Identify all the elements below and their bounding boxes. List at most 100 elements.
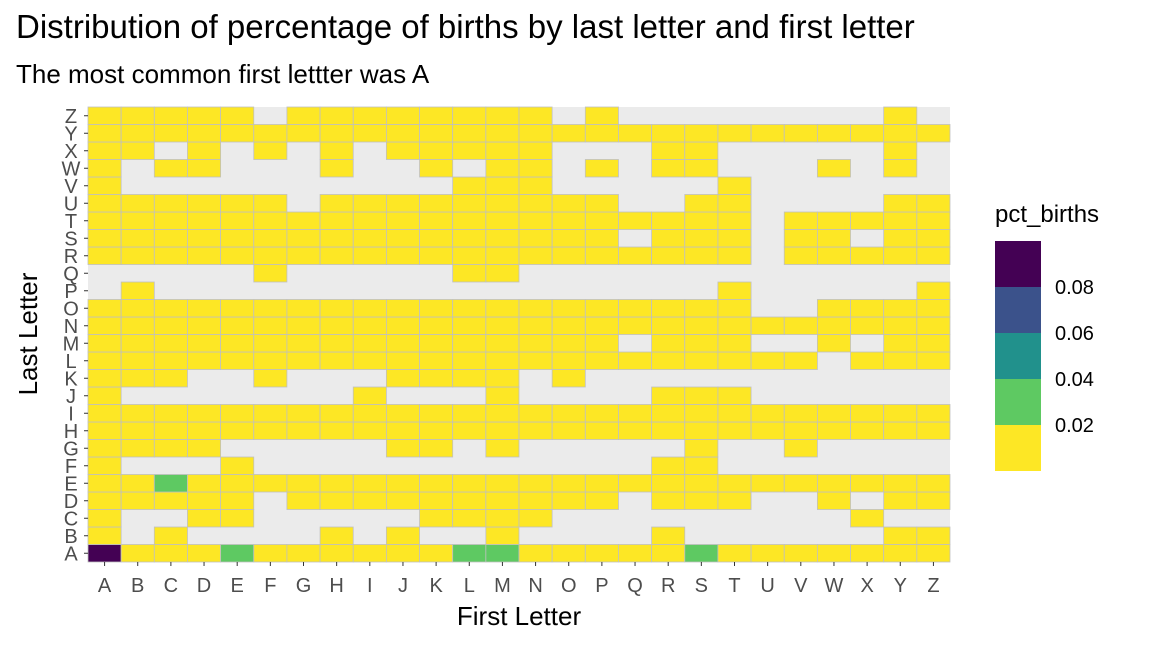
legend-label: 0.04 <box>1055 369 1094 391</box>
heatmap-cell-g-y <box>286 124 321 143</box>
heatmap-cell-c-k <box>153 369 188 388</box>
heatmap-cell-p-w <box>584 159 619 178</box>
y-tick-label: F <box>65 456 77 478</box>
heatmap-cell-e-l <box>220 351 255 370</box>
heatmap-cell-o-y <box>551 124 586 143</box>
legend-label: 0.06 <box>1055 323 1094 345</box>
x-tick-label: L <box>464 575 475 597</box>
heatmap-cell-d-l <box>187 351 222 370</box>
heatmap-cell-k-m <box>419 334 454 353</box>
heatmap-cell-z-t <box>916 211 951 230</box>
heatmap-cell-r-e <box>651 474 686 493</box>
heatmap-cell-z-i <box>916 404 951 423</box>
heatmap-cell-v-y <box>783 124 818 143</box>
heatmap-cell-n-y <box>518 124 553 143</box>
heatmap-cell-z-d <box>916 491 951 510</box>
heatmap-cell-b-d <box>120 491 155 510</box>
heatmap-cell-l-m <box>452 334 487 353</box>
heatmap-cell-a-h <box>87 421 122 440</box>
heatmap-cell-d-a <box>187 544 222 563</box>
heatmap-cell-v-e <box>783 474 818 493</box>
y-tick-label: T <box>65 211 77 233</box>
x-tick-label: N <box>528 575 542 597</box>
heatmap-cell-w-m <box>816 334 851 353</box>
heatmap-cell-r-o <box>651 299 686 318</box>
heatmap-cell-f-y <box>253 124 288 143</box>
heatmap-cell-j-b <box>385 526 420 545</box>
heatmap-cell-v-r <box>783 246 818 265</box>
heatmap-cell-r-r <box>651 246 686 265</box>
heatmap-cell-z-u <box>916 194 951 213</box>
heatmap-cell-l-z <box>452 106 487 125</box>
heatmap-cell-y-y <box>883 124 918 143</box>
heatmap-cell-g-i <box>286 404 321 423</box>
x-axis-title: First Letter <box>457 601 582 631</box>
heatmap-cell-c-h <box>153 421 188 440</box>
heatmap-cell-s-x <box>684 141 719 160</box>
heatmap-cell-x-e <box>850 474 885 493</box>
heatmap-cell-p-r <box>584 246 619 265</box>
heatmap-cell-c-l <box>153 351 188 370</box>
heatmap-cell-l-e <box>452 474 487 493</box>
heatmap-cell-g-a <box>286 544 321 563</box>
heatmap-cell-a-e <box>87 474 122 493</box>
heatmap-cell-q-y <box>618 124 653 143</box>
heatmap-cell-r-a <box>651 544 686 563</box>
heatmap-cell-p-l <box>584 351 619 370</box>
x-tick-label: G <box>296 575 312 597</box>
heatmap-cell-h-i <box>319 404 354 423</box>
heatmap-cell-j-g <box>385 439 420 458</box>
heatmap-cell-y-r <box>883 246 918 265</box>
heatmap-cell-q-r <box>618 246 653 265</box>
heatmap-cell-e-t <box>220 211 255 230</box>
heatmap-cell-a-y <box>87 124 122 143</box>
heatmap-cell-e-s <box>220 229 255 248</box>
heatmap-cell-y-h <box>883 421 918 440</box>
y-tick-label: N <box>64 316 78 338</box>
heatmap-cell-z-l <box>916 351 951 370</box>
y-tick-label: A <box>64 543 78 565</box>
heatmap-cell-a-f <box>87 456 122 475</box>
heatmap-cell-p-y <box>584 124 619 143</box>
heatmap-cell-k-a <box>419 544 454 563</box>
x-tick-label: A <box>98 575 112 597</box>
heatmap-cell-z-m <box>916 334 951 353</box>
heatmap-cell-k-z <box>419 106 454 125</box>
heatmap-cell-s-s <box>684 229 719 248</box>
heatmap-cell-w-t <box>816 211 851 230</box>
heatmap-cell-n-r <box>518 246 553 265</box>
heatmap-cell-e-z <box>220 106 255 125</box>
heatmap-cell-x-c <box>850 509 885 528</box>
heatmap-cell-q-a <box>618 544 653 563</box>
heatmap-cell-p-n <box>584 316 619 335</box>
heatmap-cell-m-g <box>485 439 520 458</box>
heatmap-cell-g-s <box>286 229 321 248</box>
heatmap-cell-a-c <box>87 509 122 528</box>
heatmap-cell-q-n <box>618 316 653 335</box>
heatmap-cell-k-t <box>419 211 454 230</box>
heatmap-cell-b-p <box>120 281 155 300</box>
heatmap-cell-u-n <box>750 316 785 335</box>
heatmap-cell-r-m <box>651 334 686 353</box>
heatmap-cell-g-l <box>286 351 321 370</box>
x-tick-label: O <box>561 575 577 597</box>
heatmap-cell-m-v <box>485 176 520 195</box>
heatmap-cell-a-u <box>87 194 122 213</box>
heatmap-cell-f-k <box>253 369 288 388</box>
heatmap-cell-g-e <box>286 474 321 493</box>
x-tick-label: S <box>695 575 708 597</box>
heatmap-cell-m-o <box>485 299 520 318</box>
heatmap-cell-o-u <box>551 194 586 213</box>
heatmap-cell-z-h <box>916 421 951 440</box>
heatmap-cell-k-l <box>419 351 454 370</box>
heatmap-cell-v-i <box>783 404 818 423</box>
heatmap-cell-y-a <box>883 544 918 563</box>
heatmap-cell-c-g <box>153 439 188 458</box>
legend-label: 0.08 <box>1055 277 1094 299</box>
heatmap-cell-x-r <box>850 246 885 265</box>
heatmap-cell-t-a <box>717 544 752 563</box>
heatmap-cell-n-o <box>518 299 553 318</box>
y-tick-label: P <box>64 281 77 303</box>
x-tick-label: Z <box>927 575 939 597</box>
y-tick-label: R <box>64 246 78 268</box>
